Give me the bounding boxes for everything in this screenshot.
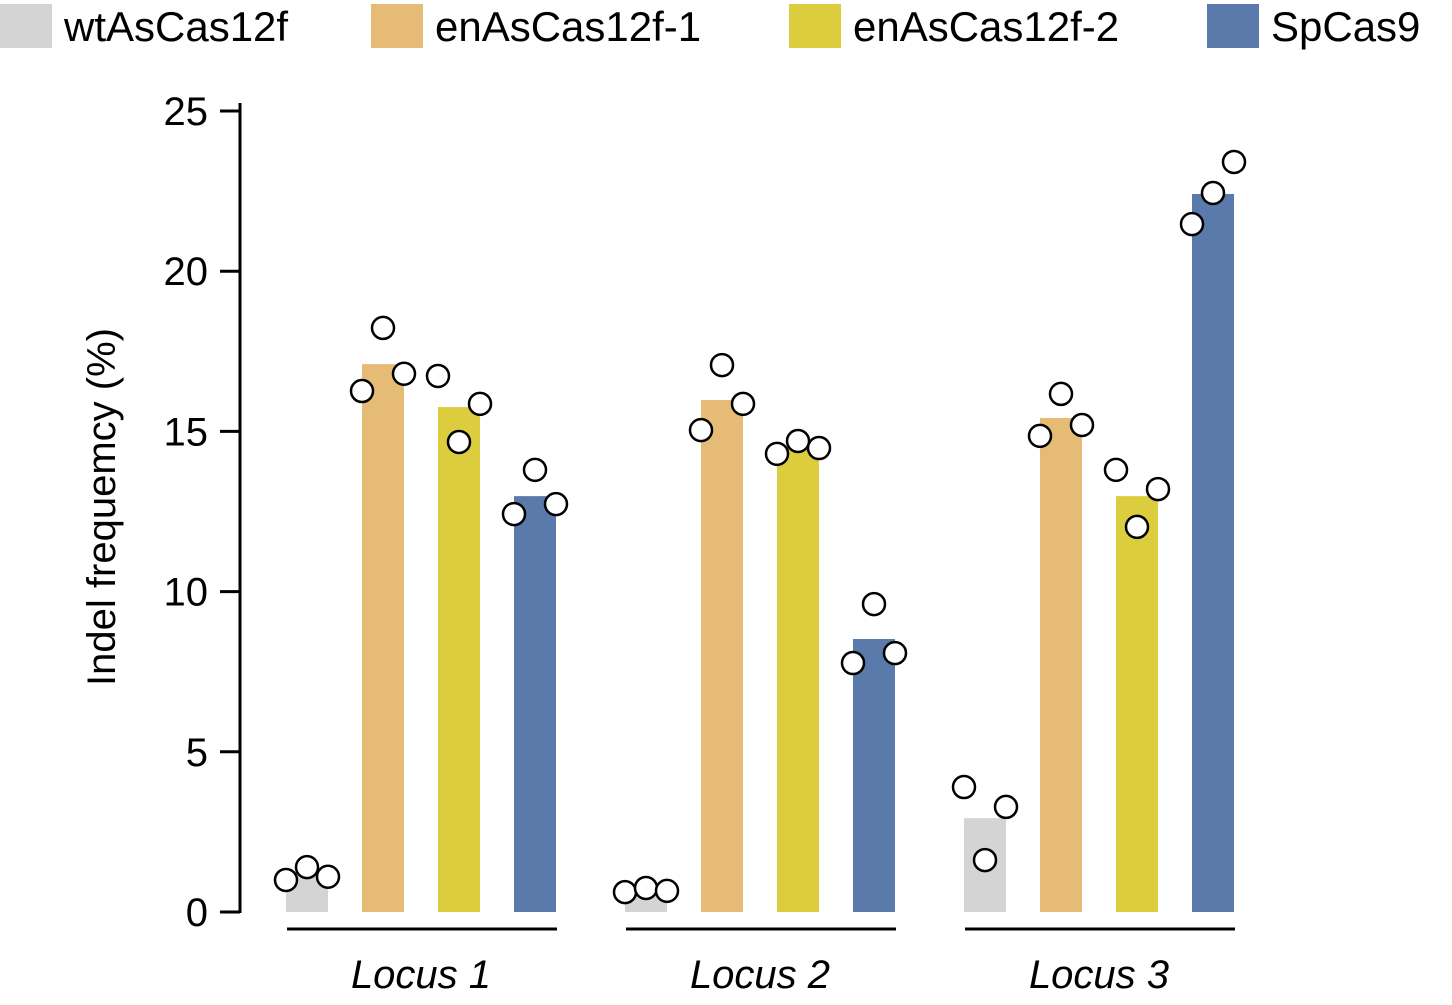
data-point bbox=[543, 491, 569, 517]
data-point bbox=[1069, 412, 1095, 438]
legend-label: SpCas9 bbox=[1271, 3, 1420, 50]
bar bbox=[1040, 417, 1082, 912]
y-axis: 0 5 10 15 20 25 bbox=[164, 90, 242, 935]
x-category-label: Locus 1 bbox=[351, 953, 491, 997]
bar bbox=[1192, 193, 1234, 913]
bars bbox=[286, 193, 1234, 913]
data-point bbox=[654, 878, 680, 904]
data-point bbox=[315, 864, 341, 890]
y-tick-label: 15 bbox=[164, 410, 209, 454]
data-point bbox=[785, 428, 811, 454]
data-point bbox=[294, 854, 320, 880]
data-point bbox=[633, 875, 659, 901]
data-points bbox=[273, 149, 1247, 905]
legend-label: wtAsCas12f bbox=[63, 3, 288, 50]
data-point bbox=[840, 650, 866, 676]
category-groups: Locus 1 Locus 2 Locus 3 bbox=[287, 927, 1235, 997]
legend-label: enAsCas12f-2 bbox=[853, 3, 1119, 50]
data-point bbox=[1048, 381, 1074, 407]
legend-swatch bbox=[0, 4, 52, 48]
data-point bbox=[370, 315, 396, 341]
data-point bbox=[730, 391, 756, 417]
bar bbox=[853, 639, 895, 912]
data-point bbox=[1103, 457, 1129, 483]
legend-swatch bbox=[789, 4, 841, 48]
y-tick-label: 20 bbox=[164, 250, 209, 294]
data-point bbox=[1221, 149, 1247, 175]
legend-label: enAsCas12f-1 bbox=[435, 3, 701, 50]
bar bbox=[701, 400, 743, 912]
data-point bbox=[951, 774, 977, 800]
data-point bbox=[993, 794, 1019, 820]
y-tick-label: 5 bbox=[186, 731, 208, 775]
data-point bbox=[861, 591, 887, 617]
data-point bbox=[501, 501, 527, 527]
data-point bbox=[806, 435, 832, 461]
data-point bbox=[349, 378, 375, 404]
data-point bbox=[688, 417, 714, 443]
data-point bbox=[425, 363, 451, 389]
y-tick-label: 25 bbox=[164, 90, 209, 134]
data-point bbox=[972, 847, 998, 873]
data-point bbox=[1179, 211, 1205, 237]
y-tick-label: 10 bbox=[164, 571, 209, 615]
legend: wtAsCas12f enAsCas12f-1 enAsCas12f-2 SpCas9 bbox=[0, 3, 1420, 50]
data-point bbox=[522, 457, 548, 483]
legend-swatch bbox=[1207, 4, 1259, 48]
x-category-label: Locus 2 bbox=[690, 953, 830, 997]
legend-swatch bbox=[371, 4, 423, 48]
bar bbox=[438, 407, 480, 912]
data-point bbox=[467, 391, 493, 417]
x-category-label: Locus 3 bbox=[1029, 953, 1169, 997]
data-point bbox=[1124, 514, 1150, 540]
data-point bbox=[882, 640, 908, 666]
y-tick-label: 0 bbox=[186, 891, 208, 935]
bar bbox=[777, 448, 819, 912]
data-point bbox=[1200, 180, 1226, 206]
bar bbox=[362, 364, 404, 913]
bar bbox=[1116, 496, 1158, 912]
data-point bbox=[273, 867, 299, 893]
data-point bbox=[1145, 476, 1171, 502]
bar bbox=[514, 496, 556, 912]
data-point bbox=[612, 879, 638, 905]
data-point bbox=[764, 441, 790, 467]
y-axis-label: Indel frequemcy (%) bbox=[80, 328, 124, 686]
data-point bbox=[446, 429, 472, 455]
data-point bbox=[391, 361, 417, 386]
data-point bbox=[1027, 423, 1053, 449]
data-point bbox=[709, 352, 735, 378]
